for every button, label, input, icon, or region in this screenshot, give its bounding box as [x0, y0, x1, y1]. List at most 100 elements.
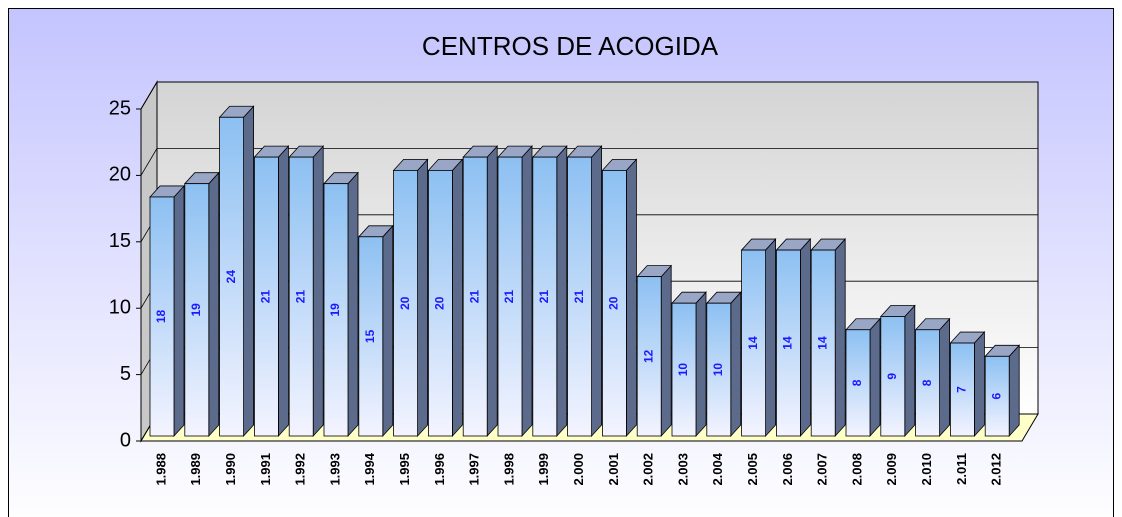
value-label: 10 [676, 363, 690, 377]
x-tick-label: 1.994 [362, 452, 377, 485]
x-tick-label: 2.006 [780, 453, 795, 486]
bar [567, 156, 592, 437]
bar-side [730, 291, 742, 438]
bar [915, 329, 940, 437]
y-tick-label: 25 [109, 97, 131, 119]
bar [810, 249, 836, 437]
bar [671, 302, 697, 437]
chart-title: CENTROS DE ACOGIDA [422, 31, 719, 61]
bar [706, 302, 732, 437]
x-tick-label: 1.989 [188, 453, 203, 486]
bar-side [939, 317, 950, 438]
value-label: 21 [572, 290, 586, 304]
x-tick-label: 2.008 [849, 453, 864, 486]
bar [323, 183, 349, 437]
x-tick-label: 1.992 [293, 453, 308, 486]
x-tick-label: 2.002 [641, 453, 656, 486]
x-tick-label: 2.003 [675, 453, 690, 486]
bar-side [834, 238, 846, 438]
x-tick-label: 2.012 [989, 453, 1004, 486]
bar [741, 249, 766, 437]
value-label: 14 [815, 336, 829, 350]
bar [984, 355, 1010, 437]
value-label: 12 [641, 349, 655, 363]
y-tick-label: 5 [120, 363, 131, 385]
x-tick-label: 2.010 [919, 453, 934, 486]
value-label: 18 [154, 309, 168, 323]
bar-side [312, 145, 324, 438]
bar-side [173, 184, 185, 438]
bar-side [800, 238, 811, 438]
bar-side [1008, 344, 1020, 438]
bar [253, 156, 279, 437]
bar [427, 169, 453, 437]
x-tick-label: 1.998 [501, 453, 516, 486]
x-tick-label: 2.001 [606, 453, 621, 486]
value-label: 10 [711, 363, 725, 377]
value-label: 21 [293, 290, 307, 304]
bar [497, 156, 523, 437]
x-tick-label: 1.999 [536, 453, 551, 486]
bar-side [521, 145, 533, 438]
value-label: 19 [328, 303, 342, 317]
bar [776, 249, 801, 437]
value-label: 7 [955, 386, 969, 393]
bar-side [347, 171, 359, 438]
y-tick-label: 20 [109, 164, 131, 186]
value-label: 6 [989, 393, 1003, 400]
x-tick-label: 2.007 [815, 453, 830, 486]
value-label: 9 [885, 373, 899, 380]
bar [532, 156, 558, 437]
bar-side [208, 171, 220, 438]
bar [845, 329, 871, 437]
bar [880, 316, 906, 437]
bar [288, 156, 314, 437]
value-label: 20 [607, 296, 621, 310]
bar [950, 342, 975, 437]
bar [184, 183, 210, 437]
x-tick-label: 2.005 [745, 453, 760, 486]
y-tick-label: 10 [109, 296, 131, 318]
y-tick-label: 15 [109, 230, 131, 252]
bar [149, 196, 175, 437]
bar [602, 169, 627, 437]
value-label: 24 [224, 270, 238, 284]
x-tick-label: 2.009 [884, 453, 899, 486]
value-label: 15 [363, 329, 377, 343]
bar-side [660, 264, 672, 438]
grid-line [140, 81, 1038, 110]
value-label: 21 [259, 290, 273, 304]
bar-side [591, 145, 602, 438]
x-tick-label: 1.990 [223, 453, 238, 486]
value-label: 21 [502, 290, 516, 304]
y-tick-label: 0 [120, 429, 131, 451]
x-tick-label: 2.011 [954, 453, 969, 485]
value-label: 21 [537, 290, 551, 304]
x-tick-label: 1.995 [397, 453, 412, 486]
x-tick-label: 1.991 [258, 453, 273, 486]
x-tick-label: 1.988 [153, 453, 168, 486]
bar-side [277, 145, 289, 438]
bar [393, 169, 419, 437]
x-tick-label: 1.996 [432, 453, 447, 486]
x-tick-label: 2.000 [571, 453, 586, 486]
value-label: 14 [746, 336, 760, 350]
bar [636, 276, 662, 437]
value-label: 8 [920, 379, 934, 386]
grid-line [140, 147, 1038, 176]
bar-side [869, 317, 881, 438]
bar [462, 156, 488, 437]
x-tick-label: 1.993 [327, 453, 342, 486]
bar-side [904, 304, 916, 438]
bar-side [556, 145, 568, 438]
bar [358, 236, 384, 437]
bar-side [243, 105, 255, 438]
value-label: 20 [398, 296, 412, 310]
value-label: 21 [467, 290, 481, 304]
value-label: 8 [850, 379, 864, 386]
bar-side [486, 145, 498, 438]
bar-side [626, 158, 637, 438]
value-label: 19 [189, 303, 203, 317]
bar-side [695, 291, 707, 438]
